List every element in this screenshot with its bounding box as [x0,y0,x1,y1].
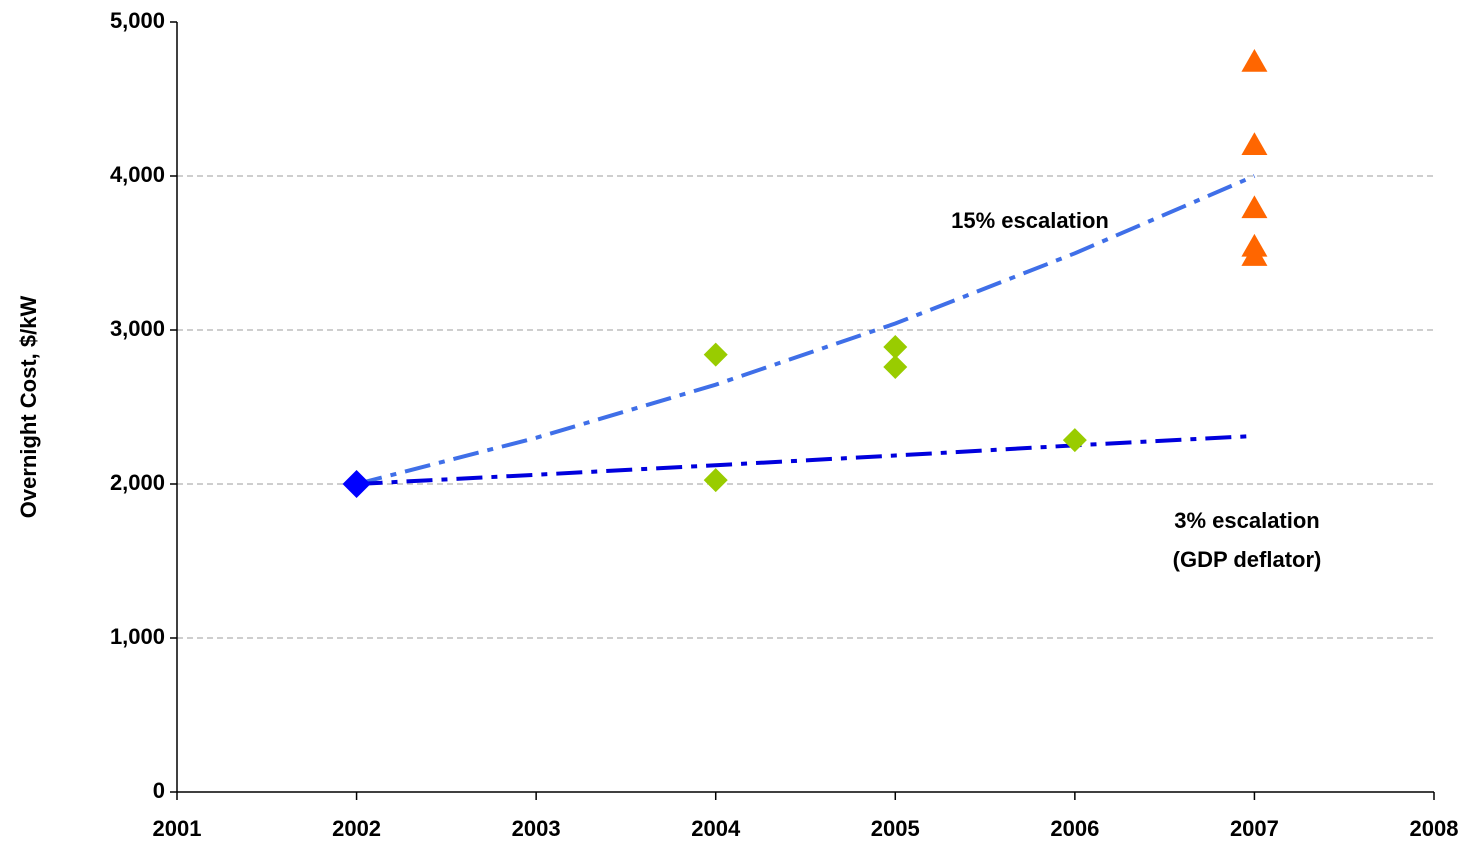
trend-line [356,433,1255,486]
annotation: 3% escalation [1174,508,1320,533]
x-tick-label: 2007 [1230,816,1279,841]
x-tick-label: 2006 [1050,816,1099,841]
y-axis-label: Overnight Cost, $/kW [16,296,41,519]
y-tick-label: 2,000 [110,470,165,495]
y-tick-label: 1,000 [110,624,165,649]
triangle-marker [1241,243,1268,266]
x-tick-label: 2004 [691,816,741,841]
annotation: (GDP deflator) [1173,547,1322,572]
annotation: 15% escalation [951,208,1109,233]
y-tick-label: 4,000 [110,162,165,187]
diamond-marker [883,334,908,359]
x-tick-label: 2002 [332,816,381,841]
x-tick-label: 2005 [871,816,920,841]
y-tick-label: 0 [153,778,165,803]
x-tick-label: 2003 [512,816,561,841]
triangle-marker [1241,49,1268,72]
diamond-marker [883,354,908,379]
y-tick-label: 3,000 [110,316,165,341]
triangle-marker [1241,195,1268,219]
diamond-marker [1062,428,1087,453]
diamond-marker [703,468,728,493]
triangle-marker [1241,132,1268,155]
x-tick-label: 2008 [1410,816,1459,841]
diamond-marker [703,342,728,367]
diamond-marker [342,470,371,498]
y-tick-label: 5,000 [110,8,165,33]
trend-line [356,174,1256,486]
x-tick-label: 2001 [153,816,202,841]
